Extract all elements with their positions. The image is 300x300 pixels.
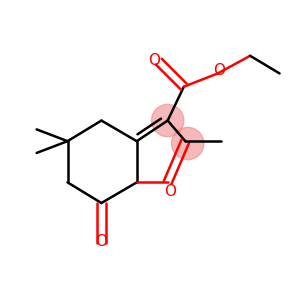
Text: O: O: [148, 53, 160, 68]
Circle shape: [172, 127, 204, 160]
Text: O: O: [95, 234, 107, 249]
Circle shape: [152, 104, 184, 137]
Text: O: O: [213, 63, 225, 78]
Text: O: O: [165, 184, 177, 199]
